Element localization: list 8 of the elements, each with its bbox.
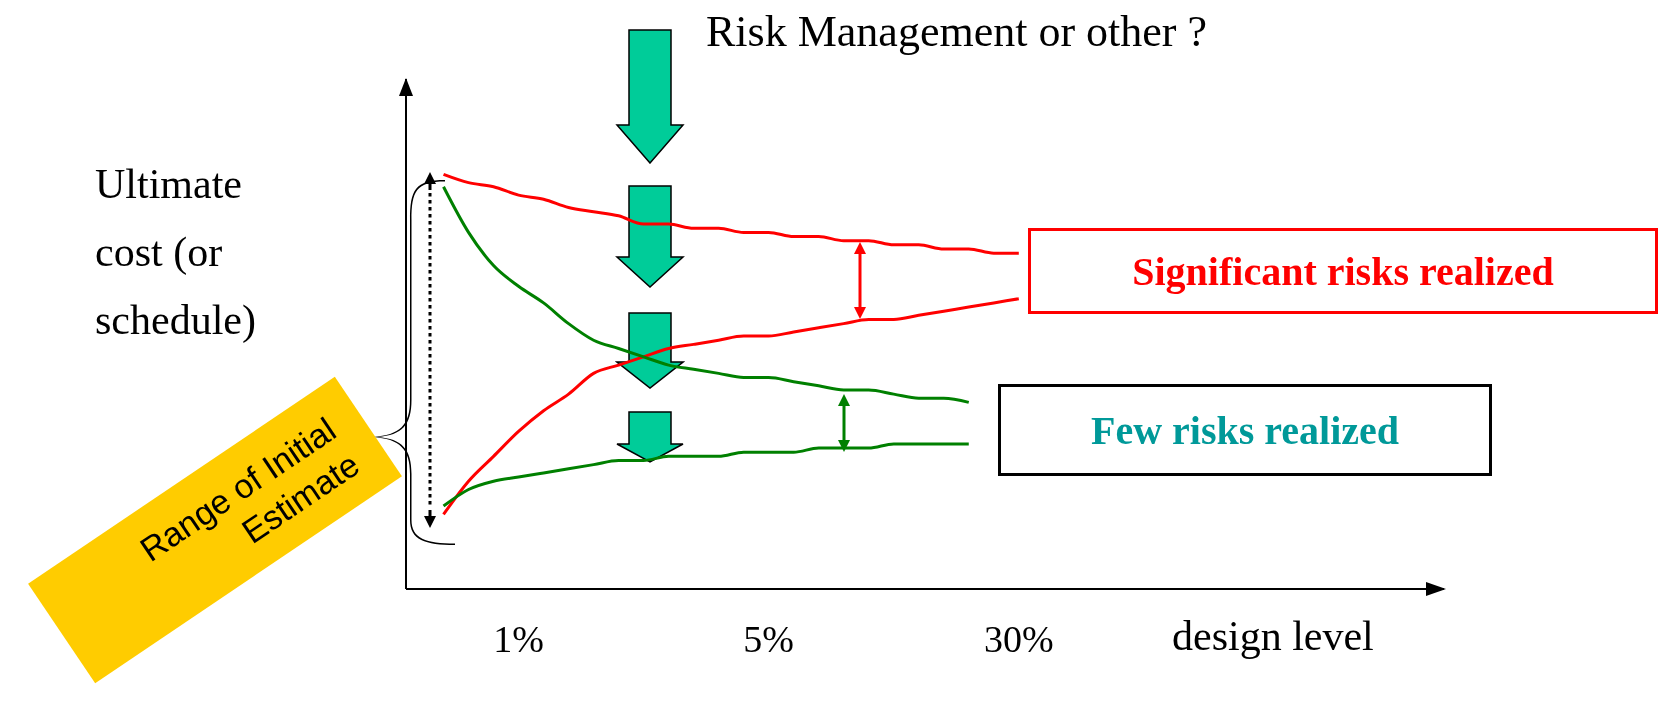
x-axis-title: design level (1172, 612, 1374, 660)
y-axis-title: Ultimate cost (or schedule) (95, 160, 257, 345)
x-tick-label: 1% (493, 617, 544, 660)
text: Few risks realized (1090, 406, 1400, 454)
x-tick-label: 5% (743, 617, 794, 660)
text: Significant risks realized (1132, 247, 1554, 295)
chart-title: Risk Management or other ? (706, 6, 1207, 57)
x-tick-label: 30% (983, 617, 1054, 660)
